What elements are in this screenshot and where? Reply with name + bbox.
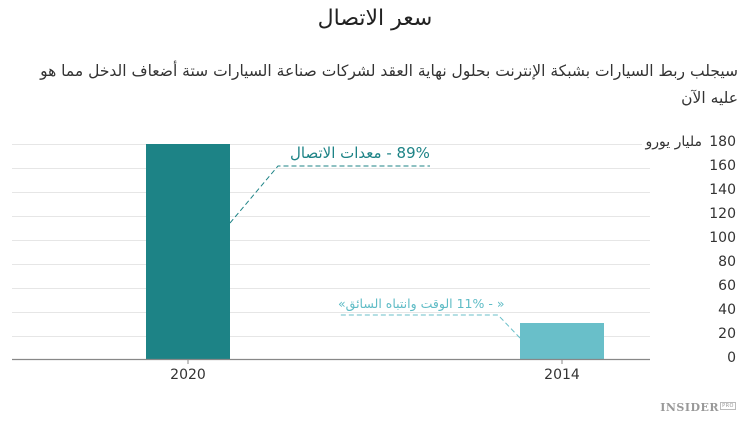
y-tick-160: 160 — [709, 158, 736, 174]
y-tick-140: 140 — [709, 182, 736, 198]
y-tick-0: 0 — [727, 350, 736, 366]
y-tick-180: 180 — [709, 134, 736, 150]
y-axis-unit: مليار يورو — [641, 134, 702, 150]
gridlines — [12, 144, 650, 337]
y-tick-120: 120 — [709, 206, 736, 222]
y-tick-40: 40 — [718, 302, 736, 318]
bar-2014 — [520, 323, 604, 359]
chart-subtitle: سيجلب ربط السيارات بشبكة الإنترنت بحلول … — [40, 62, 738, 107]
y-tick-100: 100 — [709, 230, 736, 246]
x-label-2020: 2020 — [170, 367, 206, 383]
y-tick-20: 20 — [718, 326, 736, 342]
leader-line-2020 — [229, 165, 430, 224]
chart-title: سعر الاتصال — [317, 6, 433, 31]
y-tick-80: 80 — [718, 254, 736, 270]
y-tick-60: 60 — [718, 278, 736, 294]
bar-2020 — [146, 144, 230, 359]
annotation-2014: « - 11% الوقت وانتباه السائق» — [338, 296, 505, 311]
leader-line-2014 — [338, 314, 521, 339]
annotation-2020: 89% - معدات الاتصال — [290, 144, 430, 162]
x-label-2014: 2014 — [544, 367, 580, 383]
insider-pro-logo: INSIDER PRO — [660, 401, 736, 414]
